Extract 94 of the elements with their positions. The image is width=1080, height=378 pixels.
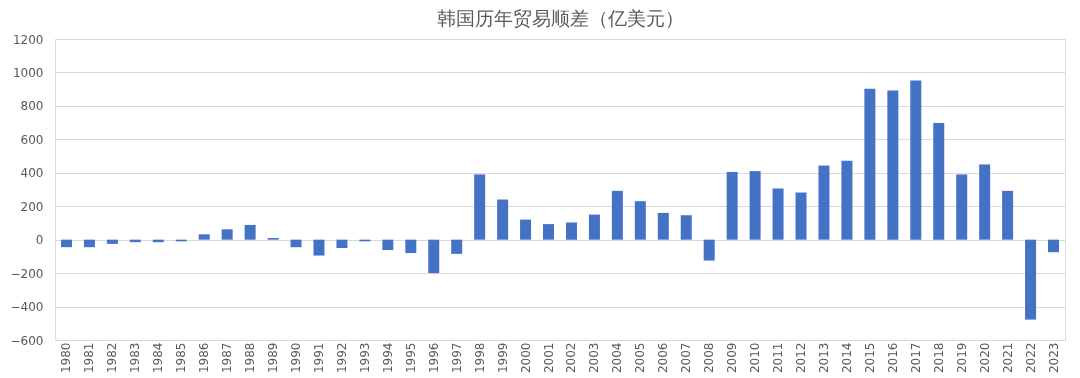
- bar: [543, 224, 555, 240]
- y-tick-label: 400: [20, 166, 44, 181]
- x-tick-label: 2001: [541, 342, 556, 374]
- x-tick-label: 1984: [151, 342, 166, 374]
- x-tick-label: 1995: [403, 342, 418, 374]
- bar: [83, 239, 95, 248]
- x-tick-label: 2007: [679, 342, 694, 374]
- bar: [520, 219, 532, 240]
- bar: [588, 214, 600, 240]
- x-tick-label: 1999: [495, 342, 510, 374]
- y-tick-label: 1000: [12, 65, 44, 80]
- x-tick-label: 2006: [656, 342, 671, 374]
- bar: [680, 215, 692, 240]
- y-tick-label: −200: [10, 266, 44, 281]
- x-tick-label: 1988: [243, 342, 258, 374]
- x-tick-label: 2008: [702, 342, 717, 374]
- bar: [818, 165, 830, 240]
- x-tick-label: 1994: [380, 342, 395, 374]
- x-tick-label: 2016: [885, 342, 900, 374]
- bar: [451, 239, 463, 254]
- x-tick-label: 2003: [587, 342, 602, 374]
- bar: [497, 199, 509, 240]
- bar: [60, 239, 72, 248]
- x-tick-label: 2013: [816, 342, 831, 374]
- bar: [703, 239, 715, 261]
- bar: [657, 212, 669, 240]
- bar: [474, 174, 486, 240]
- x-tick-label: 2022: [1023, 342, 1038, 374]
- x-tick-label: 2019: [954, 342, 969, 374]
- x-tick-label: 1989: [266, 342, 281, 374]
- bar: [428, 239, 440, 274]
- bar: [313, 239, 325, 256]
- x-tick-label: 1987: [220, 342, 235, 374]
- y-tick-label: 600: [20, 132, 44, 147]
- bar: [726, 171, 738, 240]
- x-tick-label: 1981: [82, 342, 97, 374]
- bar: [1025, 239, 1037, 320]
- bar: [405, 239, 417, 254]
- x-tick-label: 1983: [128, 342, 143, 374]
- bar: [979, 164, 991, 240]
- x-tick-label: 1990: [289, 342, 304, 374]
- y-tick-label: 1200: [12, 32, 44, 47]
- bar: [910, 80, 922, 240]
- x-tick-label: 2014: [839, 342, 854, 374]
- x-tick-label: 2017: [908, 342, 923, 374]
- x-tick-label: 2021: [1000, 342, 1015, 374]
- bar: [382, 239, 394, 251]
- x-tick-label: 2012: [794, 342, 809, 374]
- x-tick-label: 1980: [59, 342, 74, 374]
- x-tick-label: 2009: [725, 342, 740, 374]
- bar: [956, 174, 968, 240]
- x-tick-label: 2010: [748, 342, 763, 374]
- x-tick-label: 1991: [311, 342, 326, 374]
- x-tick-label: 1982: [105, 342, 120, 374]
- bar: [1048, 239, 1060, 253]
- x-tick-label: 2002: [564, 342, 579, 374]
- bar: [290, 239, 302, 248]
- x-tick-label: 2004: [610, 342, 625, 374]
- x-tick-label: 1998: [472, 342, 487, 374]
- y-tick-label: 0: [35, 233, 44, 248]
- bar: [933, 122, 945, 240]
- bar: [795, 192, 807, 240]
- x-tick-label: 2005: [633, 342, 648, 374]
- bar: [244, 224, 256, 240]
- bar: [611, 190, 623, 240]
- x-tick-label: 1992: [334, 342, 349, 374]
- bar: [198, 234, 210, 240]
- bar: [221, 229, 233, 240]
- x-tick-label: 1985: [174, 342, 189, 374]
- bar: [336, 239, 348, 249]
- y-tick-label: −600: [10, 333, 44, 348]
- x-tick-label: 2011: [771, 342, 786, 374]
- x-tick-label: 2000: [518, 342, 533, 374]
- x-tick-label: 1993: [357, 342, 372, 374]
- x-tick-label: 1996: [426, 342, 441, 374]
- bar: [864, 88, 876, 240]
- x-tick-label: 2018: [931, 342, 946, 374]
- y-tick-label: 200: [20, 199, 44, 214]
- x-tick-label: 2020: [977, 342, 992, 374]
- bar: [887, 90, 899, 240]
- x-tick-label: 2015: [862, 342, 877, 374]
- bar: [106, 239, 118, 244]
- bar: [634, 201, 646, 240]
- bar: [1002, 190, 1014, 240]
- y-tick-label: 800: [20, 99, 44, 114]
- chart-title: 韩国历年贸易顺差（亿美元）: [436, 7, 684, 29]
- y-tick-label: −400: [10, 300, 44, 315]
- bar: [772, 188, 784, 240]
- x-tick-label: 1997: [449, 342, 464, 374]
- bar: [841, 160, 853, 240]
- x-tick-label: 1986: [197, 342, 212, 374]
- bar: [749, 171, 761, 240]
- bar: [565, 222, 577, 240]
- x-tick-label: 2023: [1046, 342, 1061, 374]
